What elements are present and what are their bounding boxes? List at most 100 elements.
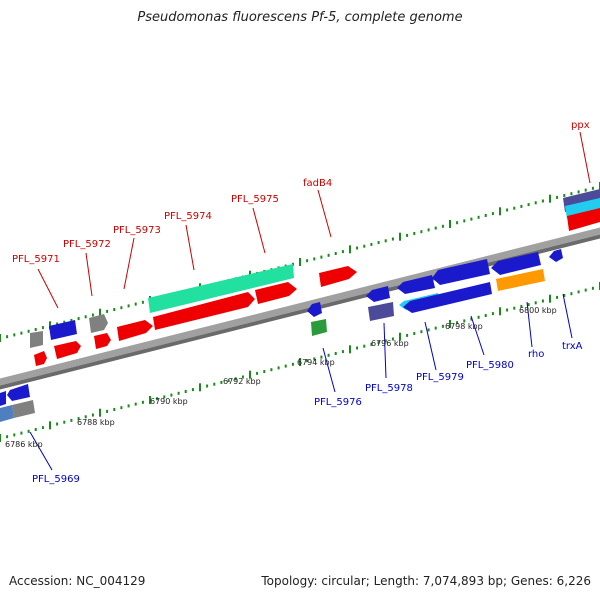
minor-tick [563,194,566,197]
major-tick [399,232,401,241]
major-tick [199,383,201,392]
minor-tick [56,322,59,326]
minor-tick [20,331,23,335]
accession-text: Accession: NC_004129 [9,574,146,588]
connector-line [85,252,93,297]
gene-arrow[interactable] [89,314,108,333]
gene-label-pfl-5978[interactable]: PFL_5978 [365,383,413,394]
gene-arrow[interactable] [0,391,6,406]
minor-tick [506,308,509,312]
minor-tick [113,308,116,311]
gene-arrow[interactable] [0,405,14,422]
minor-tick [406,333,409,337]
gene-label-fadb4[interactable]: fadB4 [303,178,332,189]
gene-label-pfl-5979[interactable]: PFL_5979 [416,372,464,383]
minor-tick [20,431,23,435]
minor-tick [570,192,573,196]
minor-tick [277,366,280,370]
reverse-strand-genes [0,249,563,422]
minor-tick [541,199,544,203]
minor-tick [106,409,109,413]
minor-tick [506,208,509,212]
gene-arrow[interactable] [54,341,81,359]
gene-label-pfl-5975[interactable]: PFL_5975 [231,194,279,205]
gene-label-trxa[interactable]: trxA [562,341,583,352]
gene-arrow[interactable] [94,333,111,349]
minor-tick [434,226,437,230]
minor-tick [491,312,494,316]
gene-arrow[interactable] [311,319,327,336]
major-tick [499,207,501,216]
connector-line [123,237,135,290]
gene-label-pfl-5980[interactable]: PFL_5980 [466,360,514,371]
minor-tick [391,337,394,341]
gene-arrow[interactable] [255,282,297,304]
gene-label-pfl-5974[interactable]: PFL_5974 [164,211,212,222]
scale-labels: 6786 kbp 6788 kbp 6790 kbp 6792 kbp 6794… [5,306,557,449]
gene-arrow[interactable] [49,320,77,340]
scale-label: 6794 kbp [297,358,335,367]
major-tick [499,307,501,316]
minor-tick [584,188,587,192]
gene-arrow[interactable] [307,302,322,317]
major-tick [449,320,451,328]
major-tick [149,396,151,404]
minor-tick [77,417,80,421]
connector-line [562,293,573,339]
minor-tick [341,350,344,354]
minor-tick [527,203,530,207]
minor-tick [563,294,566,297]
gene-arrow[interactable] [12,400,35,418]
gene-arrow[interactable] [153,292,255,330]
minor-tick [120,306,123,310]
minor-tick [413,232,416,235]
minor-tick [227,379,230,383]
minor-tick [141,400,144,404]
gene-arrow[interactable] [565,198,600,219]
gene-arrow[interactable] [366,286,390,302]
gene-arrow[interactable] [432,259,490,285]
gene-arrow[interactable] [397,275,435,294]
gene-arrow[interactable] [368,302,394,321]
gene-label-pfl-5973[interactable]: PFL_5973 [113,225,161,236]
minor-tick [456,321,459,325]
gene-label-rho[interactable]: rho [528,349,544,360]
gene-arrow[interactable] [496,269,545,291]
minor-tick [63,420,66,424]
minor-tick [406,233,409,237]
gene-arrow[interactable] [7,384,30,401]
gene-arrow[interactable] [567,208,600,231]
gene-arrow[interactable] [319,266,357,287]
connector-line [252,207,266,254]
gene-label-pfl-5972[interactable]: PFL_5972 [63,239,111,250]
minor-tick [591,186,594,190]
connector-line [383,322,387,379]
scale-label: 6786 kbp [5,440,43,449]
gene-label-ppx[interactable]: ppx [571,120,590,131]
gene-label-pfl-5971[interactable]: PFL_5971 [12,254,60,265]
minor-tick [427,328,430,332]
minor-tick [541,299,544,303]
gene-arrow[interactable] [117,320,153,341]
minor-tick [41,326,44,330]
minor-tick [527,303,530,307]
minor-tick [313,357,316,361]
scale-label: 6800 kbp [519,306,557,315]
gene-arrow[interactable] [549,249,563,262]
gene-arrow[interactable] [491,252,541,275]
minor-tick [120,406,123,410]
minor-tick [413,332,416,335]
minor-tick [206,384,209,388]
gene-arrow[interactable] [34,351,47,366]
minor-tick [91,413,94,417]
gene-arrow[interactable] [148,264,294,313]
minor-tick [56,422,59,426]
minor-tick [363,244,366,248]
gene-label-pfl-5969[interactable]: PFL_5969 [32,474,80,485]
minor-tick [377,341,380,345]
minor-tick [456,221,459,225]
gene-label-pfl-5976[interactable]: PFL_5976 [314,397,362,408]
gene-arrow[interactable] [403,282,492,313]
gene-arrow[interactable] [30,331,43,348]
